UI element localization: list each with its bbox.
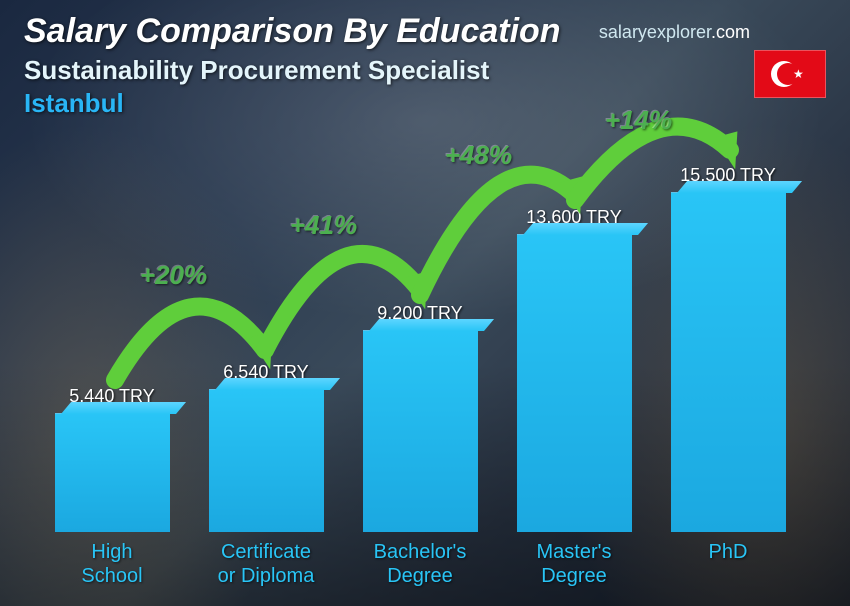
bar-wrap: 15,500 TRYPhD <box>656 165 800 588</box>
bar <box>363 330 478 532</box>
bar-chart: 5,440 TRYHighSchool6,540 TRYCertificateo… <box>40 140 800 588</box>
bar <box>55 413 170 532</box>
bar-label: Bachelor'sDegree <box>374 540 467 588</box>
bar <box>517 234 632 532</box>
turkey-flag-icon: ★ <box>754 50 826 98</box>
growth-pct-label: +48% <box>445 140 512 171</box>
watermark-brand: salaryexplorer <box>599 22 711 42</box>
bar <box>671 192 786 532</box>
bar-label: Master'sDegree <box>537 540 612 588</box>
chart-location: Istanbul <box>24 88 826 119</box>
bar-wrap: 5,440 TRYHighSchool <box>40 386 184 588</box>
growth-pct-label: +41% <box>290 210 357 241</box>
bar-wrap: 13,600 TRYMaster'sDegree <box>502 207 646 588</box>
chart-subtitle: Sustainability Procurement Specialist <box>24 55 826 86</box>
watermark-tld: .com <box>711 22 750 42</box>
site-watermark: salaryexplorer.com <box>599 22 750 43</box>
bar-label: HighSchool <box>81 540 142 588</box>
growth-pct-label: +20% <box>140 260 207 291</box>
bar <box>209 389 324 532</box>
bar-wrap: 6,540 TRYCertificateor Diploma <box>194 362 338 588</box>
growth-pct-label: +14% <box>605 105 672 136</box>
bar-label: PhD <box>709 540 748 588</box>
bar-label: Certificateor Diploma <box>218 540 315 588</box>
bar-wrap: 9,200 TRYBachelor'sDegree <box>348 303 492 588</box>
